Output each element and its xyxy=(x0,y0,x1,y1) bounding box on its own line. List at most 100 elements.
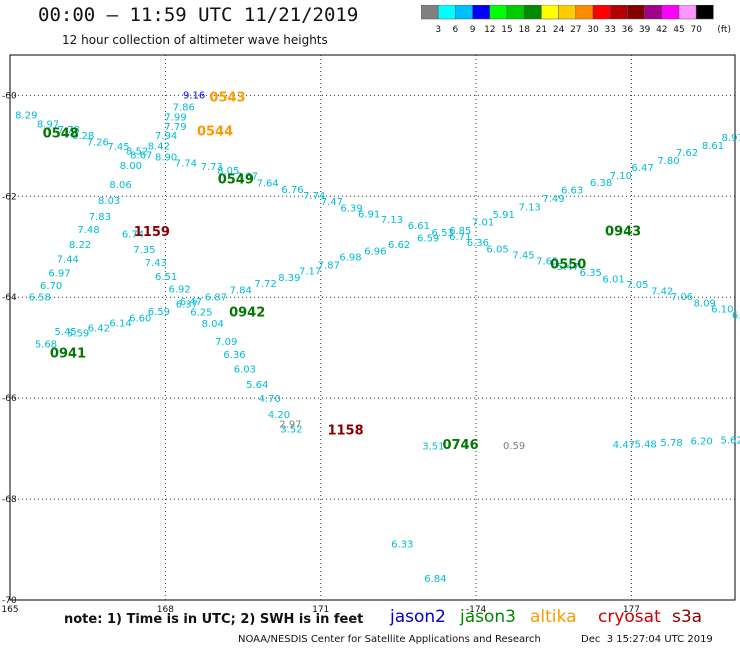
data-label: 6.38 xyxy=(590,178,612,189)
page-title: 00:00 – 11:59 UTC 11/21/2019 xyxy=(38,4,359,26)
data-label: 4.70 xyxy=(259,394,281,405)
data-label: 7.73 xyxy=(201,162,223,173)
data-label: 6.35 xyxy=(580,268,602,279)
data-label: 8.52 xyxy=(126,146,148,157)
data-label: 7.01 xyxy=(472,218,494,229)
data-label: 7.83 xyxy=(89,212,111,223)
data-label: 7.86 xyxy=(173,102,195,113)
data-label: 7.48 xyxy=(77,225,99,236)
legend-cryosat: cryosat xyxy=(598,607,661,627)
data-label: 5.62 xyxy=(721,436,740,447)
y-tick-label: -70 xyxy=(2,596,17,606)
data-label: 6.85 xyxy=(449,226,471,237)
data-label: 7.44 xyxy=(57,254,79,265)
legend-jason2: jason2 xyxy=(390,607,446,627)
data-label: 8.22 xyxy=(69,240,91,251)
data-label: 7.09 xyxy=(215,337,237,348)
data-label: 6.97 xyxy=(48,268,70,279)
scale-label: 70 xyxy=(690,25,702,35)
data-label: 6.05 xyxy=(486,244,508,255)
data-label: 7.65 xyxy=(536,256,558,267)
data-label: 7.64 xyxy=(257,179,279,190)
data-label: 3.52 xyxy=(280,424,302,435)
data-label: 5.47 xyxy=(557,262,579,273)
data-label: 8.29 xyxy=(15,111,37,122)
y-tick-label: -68 xyxy=(2,495,17,505)
data-label: 6.10 xyxy=(711,304,733,315)
data-label: 6.20 xyxy=(690,437,712,448)
data-label: 7.05 xyxy=(626,280,648,291)
data-label: 4.47 xyxy=(613,440,635,451)
data-label: 6.63 xyxy=(561,186,583,197)
data-label: 6.01 xyxy=(602,275,624,286)
legend-s3a: s3a xyxy=(672,607,703,627)
data-label: 6.53 xyxy=(432,228,454,239)
data-label: 6.33 xyxy=(391,539,413,550)
data-label: 7.62 xyxy=(676,148,698,159)
data-label: 6.36 xyxy=(223,350,245,361)
data-label: 5.68 xyxy=(35,340,57,351)
data-label: 6.87 xyxy=(205,293,227,304)
data-label: 6.84 xyxy=(424,574,446,585)
data-label: 4.20 xyxy=(268,410,290,421)
data-label: 8.97 xyxy=(722,133,740,144)
y-tick-label: -64 xyxy=(2,293,17,303)
time-annotation: 0941 xyxy=(50,347,86,362)
data-label: 5.91 xyxy=(493,210,515,221)
data-label: 7.45 xyxy=(512,250,534,261)
data-label: 7.47 xyxy=(321,197,343,208)
time-annotation: 0548 xyxy=(43,127,79,142)
legend-jason3: jason3 xyxy=(460,607,516,627)
data-label: 7.72 xyxy=(254,279,276,290)
scale-label: 39 xyxy=(639,25,651,35)
scale-label: 9 xyxy=(470,25,476,35)
scale-label: 42 xyxy=(656,25,667,35)
time-annotation: 0550 xyxy=(550,257,586,272)
data-label: 6.62 xyxy=(388,240,410,251)
data-label: 6.51 xyxy=(155,272,177,283)
data-label: 6.03 xyxy=(234,364,256,375)
scale-label: 24 xyxy=(553,25,565,35)
data-label: 7.74 xyxy=(303,191,325,202)
data-label: 8.67 xyxy=(130,150,152,161)
data-label: 8.97 xyxy=(37,120,59,131)
data-label: 6.61 xyxy=(408,221,430,232)
data-label: 6.39 xyxy=(340,203,362,214)
data-label: 7.35 xyxy=(133,245,155,256)
data-label: 6.59 xyxy=(417,234,439,245)
data-label: 7.13 xyxy=(381,215,403,226)
x-tick-label: 165 xyxy=(1,605,18,615)
data-label: 6.91 xyxy=(358,209,380,220)
data-label: 6.59 xyxy=(148,307,170,318)
data-label: 8.61 xyxy=(702,141,724,152)
time-annotation: 1159 xyxy=(134,225,170,240)
data-label: 7.13 xyxy=(519,202,541,213)
data-label: 6.47 xyxy=(180,297,202,308)
data-label: 7.49 xyxy=(542,194,564,205)
data-label: 6.42 xyxy=(88,324,110,335)
data-label: 6.74 xyxy=(122,230,144,241)
data-label: 8.06 xyxy=(109,180,131,191)
data-label: 5.48 xyxy=(635,440,657,451)
footer-note: note: 1) Time is in UTC; 2) SWH is in fe… xyxy=(64,612,364,627)
data-label: 3.51 xyxy=(422,442,444,453)
data-label: 0.59 xyxy=(503,441,525,452)
y-tick-label: -60 xyxy=(2,91,17,101)
x-tick-label: 171 xyxy=(312,605,329,615)
scale-label: 30 xyxy=(587,25,599,35)
time-annotation: 0543 xyxy=(209,90,245,105)
data-label: 7.74 xyxy=(175,158,197,169)
data-label: 5.64 xyxy=(246,380,268,391)
data-label: 6.71 xyxy=(449,232,471,243)
scale-label: 36 xyxy=(622,25,634,35)
data-label: 7.26 xyxy=(87,137,109,148)
x-tick-label: -174 xyxy=(466,605,487,615)
data-label: 8.90 xyxy=(155,152,177,163)
data-label: 7.17 xyxy=(299,266,321,277)
x-tick-label: 177 xyxy=(623,605,640,615)
data-label: 6.14 xyxy=(109,318,131,329)
data-label: 5.78 xyxy=(660,438,682,449)
credit-line: NOAA/NESDIS Center for Satellite Applica… xyxy=(238,634,541,645)
data-label: 8.05 xyxy=(217,166,239,177)
data-label: 7.42 xyxy=(651,287,673,298)
